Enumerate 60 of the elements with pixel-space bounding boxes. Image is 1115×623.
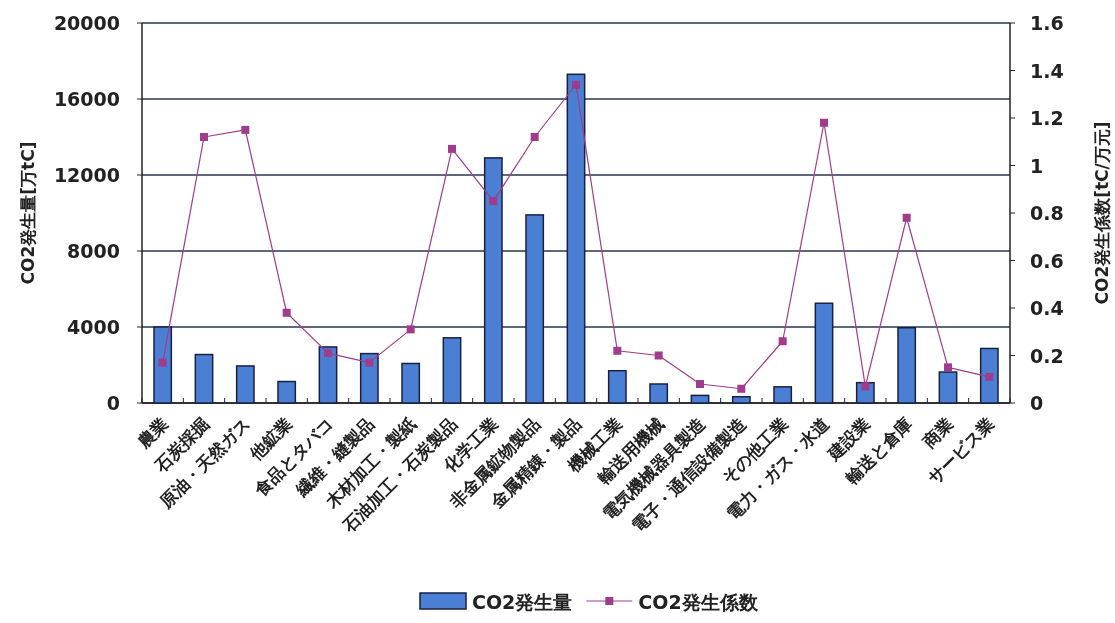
- y2-tick-label: 0: [1030, 392, 1044, 414]
- point: [572, 80, 580, 89]
- point: [654, 351, 663, 360]
- legend-label: CO2発生係数: [638, 591, 759, 613]
- bar: [442, 337, 462, 404]
- point: [200, 133, 208, 141]
- bar: [731, 395, 751, 404]
- y-tick-label: 8000: [67, 240, 120, 262]
- bar: [814, 302, 834, 404]
- y2-tick-label: 1.4: [1030, 59, 1064, 82]
- point: [530, 133, 539, 141]
- bar: [607, 369, 627, 404]
- bar: [897, 327, 917, 404]
- y2-tick-label: 1: [1030, 154, 1044, 177]
- bar: [979, 347, 999, 404]
- y-axis-title: CO2発生量[万tC]: [18, 141, 38, 285]
- bar: [690, 394, 710, 404]
- y-tick-label: 16000: [53, 88, 120, 110]
- y-tick-label: 12000: [53, 164, 120, 186]
- point: [902, 213, 911, 222]
- y2-tick-label: 0.6: [1030, 249, 1064, 272]
- y2-tick-label: 1.6: [1030, 12, 1064, 34]
- bar: [649, 383, 669, 404]
- bar: [235, 365, 255, 404]
- point: [158, 358, 167, 367]
- bar: [401, 362, 421, 404]
- point: [737, 384, 746, 393]
- y-tick-label: 20000: [53, 12, 120, 34]
- bar: [483, 157, 503, 404]
- y2-tick-label: 0.2: [1030, 344, 1064, 367]
- point: [365, 358, 374, 367]
- point: [944, 363, 952, 372]
- bar: [318, 346, 338, 404]
- point: [282, 308, 291, 317]
- bar: [773, 386, 793, 404]
- y2-tick-label: 1.2: [1030, 107, 1064, 129]
- point: [241, 125, 250, 134]
- point: [861, 382, 870, 391]
- point: [448, 144, 456, 153]
- bar: [359, 352, 379, 404]
- point: [985, 372, 994, 381]
- legend-label: CO2発生量: [472, 591, 573, 613]
- bar: [277, 380, 297, 404]
- y2-axis-title: CO2発生係数[tC/万元]: [1092, 121, 1112, 305]
- bar: [525, 214, 545, 404]
- point: [406, 325, 415, 334]
- y2-tick-label: 0.8: [1030, 202, 1064, 224]
- point: [778, 337, 787, 346]
- point: [696, 380, 704, 388]
- bar: [194, 353, 214, 404]
- point: [489, 197, 498, 206]
- y-tick-label: 4000: [67, 316, 120, 338]
- bar: [566, 73, 586, 404]
- bar: [938, 371, 958, 404]
- point: [324, 349, 332, 358]
- point: [613, 346, 622, 355]
- y2-tick-label: 0.4: [1030, 297, 1064, 319]
- y-tick-label: 0: [106, 392, 120, 414]
- bar: [153, 326, 173, 404]
- point: [820, 118, 828, 127]
